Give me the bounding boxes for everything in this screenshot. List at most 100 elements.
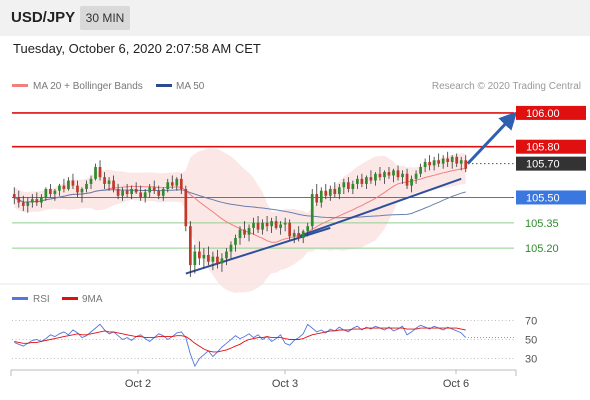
candle-body [261, 222, 264, 230]
candle-body [450, 156, 454, 162]
ma50-line [14, 189, 466, 219]
candle-body [283, 222, 287, 225]
chart-header: USD/JPY 30 MIN [0, 0, 590, 36]
candle-body [62, 185, 66, 189]
candle-body [455, 156, 459, 164]
level-box-106.00 [516, 105, 586, 120]
candle-body [71, 180, 75, 186]
candle-body [103, 177, 106, 184]
candle-body [279, 224, 282, 228]
level-box-105.50 [516, 190, 586, 205]
rsi-lines [14, 323, 514, 368]
target-arrow [466, 111, 518, 165]
candle-body [401, 173, 404, 178]
legend-swatch-ma20 [12, 84, 28, 87]
candle-body [198, 251, 201, 259]
candle-body [292, 232, 296, 237]
candle-body [333, 189, 337, 195]
candle-body [49, 189, 52, 195]
candle-body [94, 167, 97, 179]
support-trendline-2 [298, 177, 462, 238]
candle-body [98, 167, 102, 178]
candle-body [161, 189, 165, 196]
candle-body [392, 170, 395, 176]
candle-body [58, 185, 61, 191]
candle-body [121, 190, 124, 196]
candle-body [414, 173, 418, 179]
legend-label-ma20: MA 20 + Bollinger Bands [33, 81, 143, 92]
candle-body [247, 227, 251, 235]
candle-body [446, 158, 450, 162]
candle-body [184, 189, 188, 227]
candle-body [143, 192, 147, 198]
candle-body [347, 182, 350, 189]
x-tick-label-Oct-6: Oct 6 [443, 378, 469, 390]
candle-body [89, 178, 93, 184]
legend-swatch-9ma [62, 297, 78, 300]
candle-body [193, 251, 197, 266]
candle-body [225, 251, 228, 259]
candle-body [234, 238, 237, 245]
price-legend: MA 20 + Bollinger Bands MA 50 Research ©… [12, 81, 581, 92]
level-box-105.70 [516, 156, 586, 171]
candle-body [35, 199, 39, 203]
candle-body [360, 178, 364, 184]
candle-body [216, 256, 219, 264]
candle-body [211, 256, 215, 262]
level-label-105.35: 105.35 [525, 218, 559, 230]
candle-body [270, 221, 273, 227]
candle-body [288, 222, 292, 237]
chart-datetime: Tuesday, October 6, 2020 2:07:58 AM CET [13, 41, 261, 56]
level-label-105.50: 105.50 [526, 192, 560, 204]
candle-body [152, 187, 156, 191]
candle-body [301, 231, 305, 239]
candle-body [130, 189, 133, 195]
x-tick-label-Oct-3: Oct 3 [272, 378, 298, 390]
candle-body [256, 222, 260, 230]
timeframe-button[interactable]: 30 MIN [80, 6, 130, 30]
level-label-105.70: 105.70 [526, 159, 560, 171]
x-tick-label-Oct-2: Oct 2 [125, 378, 151, 390]
candle-body [67, 180, 70, 189]
rsi-tick-70: 70 [525, 316, 537, 328]
level-labels: 106.00 105.80 105.70 105.50 105.35 105.20 [516, 105, 586, 255]
rsi-legend: RSI 9MA [12, 294, 103, 305]
candle-body [76, 185, 79, 193]
candle-body [116, 189, 120, 196]
candle-body [374, 173, 377, 181]
candle-body [238, 229, 242, 239]
candle-body [274, 221, 278, 228]
candle-body [252, 222, 255, 228]
candle-body [365, 177, 368, 184]
candles [12, 151, 468, 277]
candle-body [396, 170, 400, 178]
level-label-105.80: 105.80 [526, 142, 560, 154]
support-trendline-1 [185, 226, 331, 275]
symbol-label: USD/JPY [11, 9, 76, 26]
rsi-9ma-line [14, 327, 466, 353]
level-label-106.00: 106.00 [526, 108, 560, 120]
candle-body [107, 180, 111, 184]
candle-body [310, 194, 314, 227]
candle-body [324, 190, 328, 196]
candle-body [175, 178, 179, 186]
candle-body [53, 190, 57, 195]
candle-body [437, 160, 441, 164]
candle-body [306, 226, 310, 232]
rsi-tick-labels: 70 50 30 [525, 316, 537, 366]
candle-body [378, 173, 382, 178]
candle-body [207, 254, 210, 262]
candle-body [297, 232, 301, 239]
candle-body [419, 167, 422, 174]
candle-body [315, 194, 319, 203]
candle-body [342, 182, 346, 188]
level-label-105.20: 105.20 [525, 243, 559, 255]
rsi-tick-30: 30 [525, 354, 537, 366]
level-box-105.80 [516, 139, 586, 154]
candle-body [179, 178, 183, 189]
candle-body [220, 258, 224, 264]
trendlines [185, 111, 518, 275]
candle-body [243, 229, 246, 235]
candle-body [12, 194, 16, 198]
legend-swatch-ma50 [156, 84, 172, 87]
